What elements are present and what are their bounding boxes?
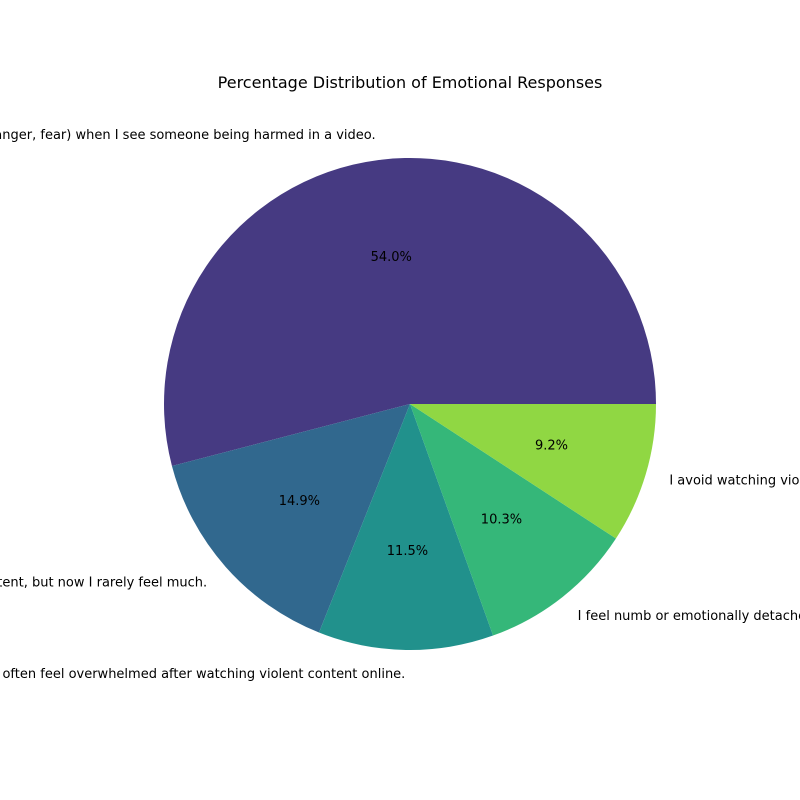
pie-slices bbox=[163, 157, 657, 651]
pie-slice-1 bbox=[163, 157, 657, 466]
slice-label-3: I often feel overwhelmed after watching … bbox=[0, 667, 405, 682]
slice-label-4: I feel numb or emotionally detached when… bbox=[578, 609, 800, 624]
pie-slice-5 bbox=[410, 404, 656, 539]
slice-labels: I feel strong emotions (e.g., sadness, a… bbox=[0, 128, 800, 682]
slice-label-1: I feel strong emotions (e.g., sadness, a… bbox=[0, 128, 376, 143]
pie-slice-4 bbox=[410, 404, 616, 636]
pie-slice-2 bbox=[171, 404, 410, 633]
percent-label-3: 11.5% bbox=[387, 544, 428, 559]
percent-label-2: 14.9% bbox=[279, 494, 320, 509]
percent-labels: 54.0% 14.9% 11.5% 10.3% 9.2% bbox=[279, 250, 568, 559]
slice-label-5: I avoid watching violent content. bbox=[669, 474, 800, 489]
percent-label-5: 9.2% bbox=[535, 439, 568, 454]
percent-label-4: 10.3% bbox=[481, 512, 522, 527]
chart-title: Percentage Distribution of Emotional Res… bbox=[218, 73, 603, 92]
pie-slice-3 bbox=[319, 404, 494, 651]
percent-label-1: 54.0% bbox=[371, 250, 412, 265]
slice-label-2: I used to feel upset by violent content,… bbox=[0, 576, 207, 591]
